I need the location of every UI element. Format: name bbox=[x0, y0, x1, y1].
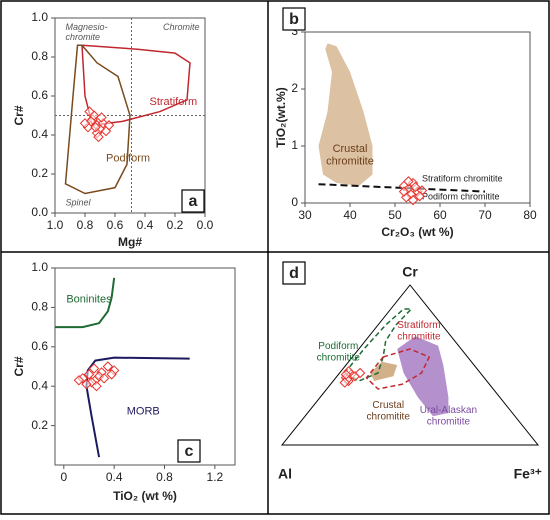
data-point bbox=[103, 120, 115, 131]
ternary-frame bbox=[280, 284, 540, 446]
y-tick-label: 0.6 bbox=[31, 339, 48, 353]
field bbox=[64, 44, 131, 195]
x-tick-label: 30 bbox=[298, 208, 312, 222]
field bbox=[370, 361, 398, 381]
y-tick-label: 3 bbox=[291, 24, 298, 38]
data-point bbox=[93, 371, 105, 382]
data-point bbox=[90, 121, 101, 133]
annotation: Chromite bbox=[163, 22, 200, 32]
x-tick-label: 0.0 bbox=[197, 218, 214, 232]
y-tick-label: 2 bbox=[291, 81, 298, 95]
data-point bbox=[73, 375, 85, 386]
y-tick-label: 1.0 bbox=[31, 10, 48, 24]
annotation: Podiform chromitite bbox=[422, 192, 500, 202]
vertex-label: Al bbox=[278, 466, 292, 482]
field-label: Stratiform bbox=[150, 96, 198, 108]
field bbox=[318, 43, 373, 186]
data-point bbox=[83, 369, 95, 380]
field-label: Ural-Alaskan chromitite bbox=[420, 404, 477, 427]
x-axis-label: Mg# bbox=[118, 235, 142, 249]
y-tick-label: 0.8 bbox=[31, 49, 48, 63]
x-tick-label: 70 bbox=[478, 208, 492, 222]
field bbox=[81, 44, 191, 127]
data-point bbox=[93, 131, 104, 143]
y-tick-label: 0.0 bbox=[31, 205, 48, 219]
data-point bbox=[340, 369, 352, 380]
y-tick-label: 0 bbox=[291, 195, 298, 209]
data-point bbox=[407, 194, 419, 206]
x-tick-label: 0.6 bbox=[107, 218, 124, 232]
plot-frame bbox=[54, 267, 236, 466]
field-label: Podiform bbox=[106, 152, 150, 164]
y-tick-label: 0.8 bbox=[31, 300, 48, 314]
x-tick-label: 0.4 bbox=[106, 470, 123, 484]
field-label: MORB bbox=[127, 406, 160, 418]
x-tick-label: 0.2 bbox=[167, 218, 184, 232]
y-tick-label: 1.0 bbox=[31, 260, 48, 274]
panel-label-box bbox=[181, 189, 205, 213]
y-axis-label: Cr# bbox=[12, 105, 26, 125]
data-point bbox=[339, 377, 350, 388]
data-point bbox=[88, 363, 100, 374]
x-tick-label: 0.8 bbox=[156, 470, 173, 484]
x-tick-label: 1.0 bbox=[47, 218, 64, 232]
field bbox=[397, 336, 449, 417]
x-tick-label: 80 bbox=[523, 208, 537, 222]
data-point bbox=[410, 181, 421, 193]
vertex-label: Fe³⁺ bbox=[514, 466, 542, 482]
annotation: Stratiform chromitite bbox=[422, 173, 503, 183]
data-point bbox=[81, 379, 92, 390]
panel-label: a bbox=[189, 193, 198, 210]
y-tick-label: 1 bbox=[291, 138, 298, 152]
annotation: Spinel bbox=[66, 198, 92, 208]
field-label: Boninites bbox=[66, 293, 112, 305]
field-label: Podiform chromitite bbox=[317, 340, 361, 363]
field-label: Crustal chromitite bbox=[367, 400, 411, 423]
data-point bbox=[106, 369, 117, 380]
data-point bbox=[398, 186, 410, 197]
vertex-label: Cr bbox=[402, 264, 418, 280]
annotation: Magnesio-chromite bbox=[66, 22, 108, 42]
x-tick-label: 50 bbox=[388, 208, 402, 222]
x-tick-label: 0.4 bbox=[137, 218, 154, 232]
plot-frame bbox=[304, 31, 531, 204]
x-tick-label: 40 bbox=[343, 208, 357, 222]
data-point bbox=[96, 112, 107, 123]
x-tick-label: 0.8 bbox=[77, 218, 94, 232]
data-point bbox=[403, 176, 414, 187]
data-point bbox=[414, 190, 425, 202]
panel-label-box bbox=[282, 261, 306, 285]
y-tick-label: 0.2 bbox=[31, 418, 48, 432]
field bbox=[343, 308, 414, 382]
panel-label-box bbox=[282, 7, 306, 31]
field bbox=[55, 277, 116, 329]
data-point bbox=[84, 106, 95, 117]
field-label: Crustal chromitite bbox=[326, 143, 374, 168]
panel-label: b bbox=[289, 11, 299, 28]
y-tick-label: 0.4 bbox=[31, 378, 48, 392]
panel-label: c bbox=[185, 443, 194, 460]
x-axis-label: TiO₂ (wt %) bbox=[113, 489, 177, 503]
data-point bbox=[79, 118, 91, 129]
x-tick-label: 1.2 bbox=[207, 470, 224, 484]
field-label: Stratiform chromitite bbox=[397, 320, 441, 343]
panel-label: d bbox=[289, 265, 299, 282]
y-axis-label: TiO₂(wt.%) bbox=[274, 87, 288, 147]
x-axis-label: Cr₂O₃ (wt %) bbox=[381, 225, 453, 239]
y-axis-label: Cr# bbox=[12, 356, 26, 376]
data-point bbox=[98, 373, 110, 384]
y-tick-label: 0.6 bbox=[31, 88, 48, 102]
data-point bbox=[354, 367, 366, 379]
y-tick-label: 0.4 bbox=[31, 127, 48, 141]
data-point bbox=[102, 361, 114, 372]
data-point bbox=[91, 380, 102, 392]
x-tick-label: 60 bbox=[433, 208, 447, 222]
y-tick-label: 0.2 bbox=[31, 166, 48, 180]
panel-label-box bbox=[177, 439, 201, 463]
x-tick-label: 0 bbox=[60, 470, 67, 484]
